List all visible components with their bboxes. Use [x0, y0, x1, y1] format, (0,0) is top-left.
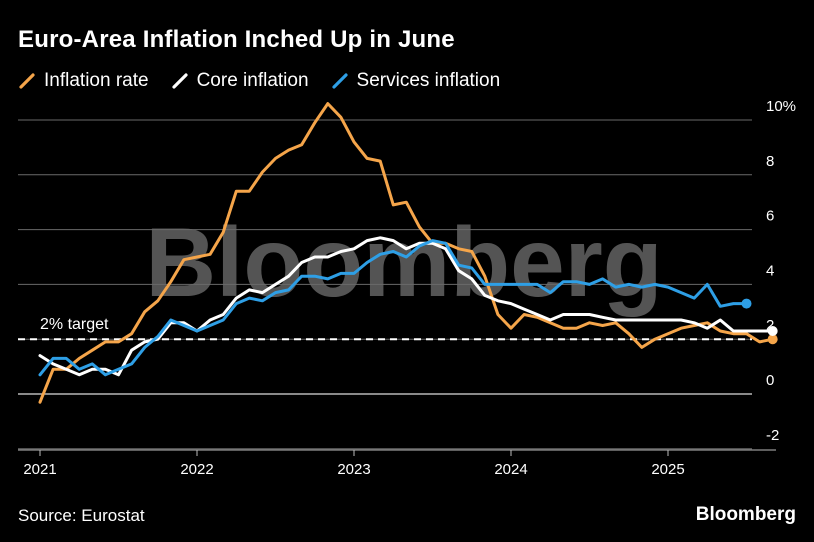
- y-tick-label: 2: [766, 317, 774, 334]
- legend-item-services-inflation: Services inflation: [331, 70, 501, 92]
- series-line-core-inflation: [38, 236, 775, 377]
- target-reference-label: 2% target: [40, 316, 109, 333]
- legend-label-core-inflation: Core inflation: [196, 70, 309, 91]
- legend-swatch-services-inflation: [331, 73, 348, 89]
- chart-title: Euro-Area Inflation Inched Up in June: [18, 26, 455, 53]
- legend-swatch-core-inflation: [171, 73, 188, 89]
- source-note: Source: Eurostat: [18, 506, 145, 525]
- y-tick-label: 0: [766, 372, 774, 389]
- legend-label-inflation-rate: Inflation rate: [44, 70, 149, 91]
- y-tick-label: 6: [766, 208, 774, 225]
- series-line-inflation-rate: [38, 102, 775, 404]
- y-tick-label: -2: [766, 427, 779, 444]
- legend-label-services-inflation: Services inflation: [356, 70, 501, 91]
- y-tick-label: 8: [766, 153, 774, 170]
- legend-item-core-inflation: Core inflation: [171, 70, 309, 92]
- x-tick-label: 2022: [180, 461, 213, 478]
- brand-logo: Bloomberg: [695, 504, 796, 525]
- chart-legend: Inflation rate Core inflation Services i…: [18, 70, 500, 92]
- x-tick-label: 2024: [494, 461, 527, 478]
- y-tick-label: 4: [766, 262, 774, 279]
- y-tick-label: 10%: [766, 98, 796, 115]
- series-end-marker-services-inflation: [741, 298, 752, 309]
- legend-swatch-inflation-rate: [19, 73, 35, 89]
- x-tick-label: 2025: [651, 461, 684, 478]
- watermark-text: Bloomberg: [145, 207, 662, 317]
- series-end-marker-core-inflation: [767, 325, 778, 336]
- legend-item-inflation-rate: Inflation rate: [18, 70, 149, 92]
- x-tick-label: 2021: [23, 461, 56, 478]
- series-end-marker-inflation-rate: [767, 334, 778, 345]
- x-tick-label: 2023: [337, 461, 370, 478]
- series-line-services-inflation: [38, 239, 748, 377]
